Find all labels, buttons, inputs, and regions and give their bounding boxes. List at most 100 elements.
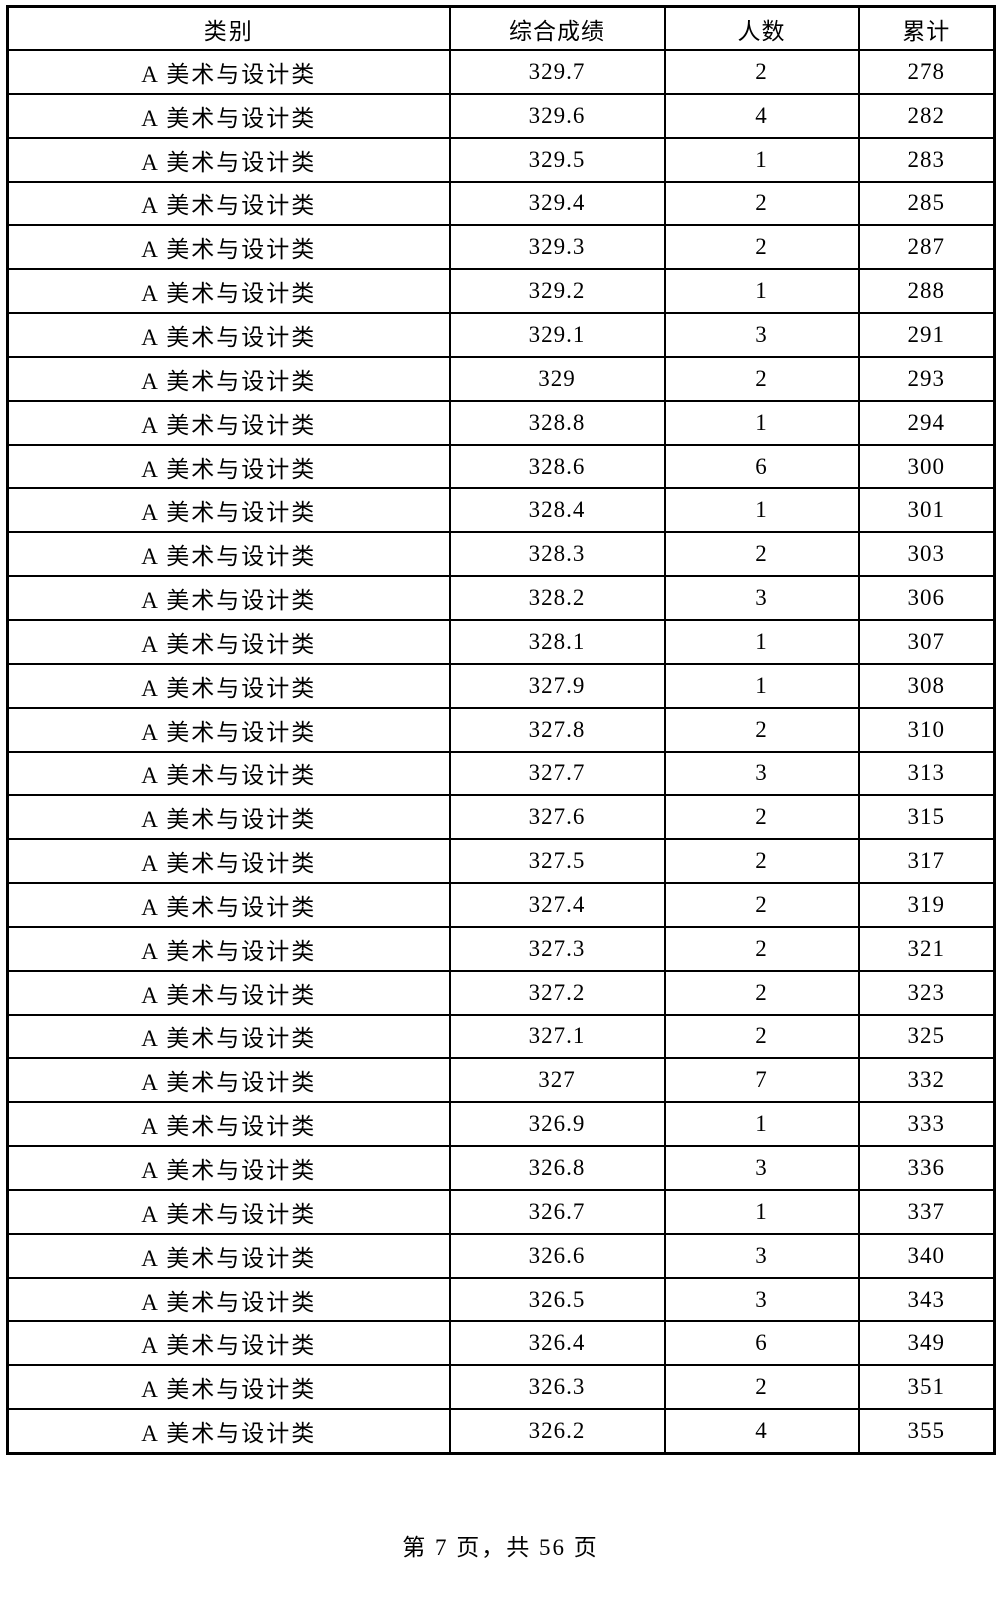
count-cell: 1 <box>663 1101 860 1148</box>
score-cell: 327.4 <box>448 882 666 928</box>
score-cell: 329.7 <box>448 49 666 95</box>
cumulative-cell: 288 <box>857 268 996 315</box>
category-cell: A 美术与设计类 <box>6 1408 451 1455</box>
table-row: A 美术与设计类 327.5 2 317 <box>6 838 996 885</box>
score-cell: 326.2 <box>448 1408 666 1455</box>
count-cell: 1 <box>663 268 860 315</box>
score-cell: 327.8 <box>448 706 666 753</box>
score-cell: 327.7 <box>448 750 666 797</box>
score-cell: 329.6 <box>448 92 666 139</box>
table-row: A 美术与设计类 327 7 332 <box>6 1057 996 1104</box>
column-header-cumulative: 累计 <box>857 5 996 51</box>
category-cell: A 美术与设计类 <box>6 443 451 490</box>
cumulative-cell: 287 <box>857 224 996 271</box>
cumulative-cell: 300 <box>857 443 996 490</box>
count-cell: 3 <box>663 750 860 797</box>
cumulative-cell: 306 <box>857 575 996 621</box>
count-cell: 2 <box>663 969 860 1016</box>
table-row: A 美术与设计类 326.4 6 349 <box>6 1320 996 1367</box>
score-cell: 329.2 <box>448 268 666 315</box>
category-cell: A 美术与设计类 <box>6 224 451 271</box>
count-cell: 2 <box>663 49 860 95</box>
category-cell: A 美术与设计类 <box>6 1232 451 1279</box>
table-row: A 美术与设计类 329.2 1 288 <box>6 268 996 315</box>
table-row: A 美术与设计类 327.1 2 325 <box>6 1013 996 1060</box>
count-cell: 1 <box>663 1188 860 1235</box>
table-row: A 美术与设计类 328.1 1 307 <box>6 618 996 665</box>
cumulative-cell: 355 <box>857 1408 996 1455</box>
score-cell: 329.4 <box>448 180 666 227</box>
table-row: A 美术与设计类 326.6 3 340 <box>6 1232 996 1279</box>
cumulative-cell: 340 <box>857 1232 996 1279</box>
table-row: A 美术与设计类 326.2 4 355 <box>6 1408 996 1455</box>
cumulative-cell: 310 <box>857 706 996 753</box>
count-cell: 2 <box>663 706 860 753</box>
score-cell: 328.2 <box>448 575 666 621</box>
category-cell: A 美术与设计类 <box>6 49 451 95</box>
score-cell: 326.7 <box>448 1188 666 1235</box>
cumulative-cell: 323 <box>857 969 996 1016</box>
cumulative-cell: 321 <box>857 925 996 972</box>
count-cell: 3 <box>663 575 860 621</box>
count-cell: 2 <box>663 355 860 402</box>
count-cell: 1 <box>663 136 860 183</box>
category-cell: A 美术与设计类 <box>6 1320 451 1367</box>
count-cell: 2 <box>663 882 860 928</box>
table-row: A 美术与设计类 329.1 3 291 <box>6 312 996 358</box>
count-cell: 2 <box>663 838 860 885</box>
score-cell: 329 <box>448 355 666 402</box>
category-cell: A 美术与设计类 <box>6 399 451 446</box>
cumulative-cell: 343 <box>857 1276 996 1323</box>
count-cell: 3 <box>663 312 860 358</box>
score-cell: 328.3 <box>448 531 666 578</box>
count-cell: 6 <box>663 443 860 490</box>
score-cell: 326.3 <box>448 1364 666 1411</box>
category-cell: A 美术与设计类 <box>6 312 451 358</box>
table-row: A 美术与设计类 328.8 1 294 <box>6 399 996 446</box>
cumulative-cell: 308 <box>857 662 996 709</box>
category-cell: A 美术与设计类 <box>6 838 451 885</box>
category-cell: A 美术与设计类 <box>6 1276 451 1323</box>
cumulative-cell: 315 <box>857 794 996 841</box>
table-row: A 美术与设计类 327.9 1 308 <box>6 662 996 709</box>
cumulative-cell: 293 <box>857 355 996 402</box>
category-cell: A 美术与设计类 <box>6 180 451 227</box>
table-row: A 美术与设计类 326.9 1 333 <box>6 1101 996 1148</box>
table-row: A 美术与设计类 326.8 3 336 <box>6 1145 996 1191</box>
category-cell: A 美术与设计类 <box>6 268 451 315</box>
category-cell: A 美术与设计类 <box>6 136 451 183</box>
score-cell: 329.1 <box>448 312 666 358</box>
table-row: A 美术与设计类 329.7 2 278 <box>6 49 996 95</box>
category-cell: A 美术与设计类 <box>6 487 451 534</box>
cumulative-cell: 349 <box>857 1320 996 1367</box>
score-cell: 327.1 <box>448 1013 666 1060</box>
cumulative-cell: 337 <box>857 1188 996 1235</box>
score-cell: 327.2 <box>448 969 666 1016</box>
count-cell: 3 <box>663 1232 860 1279</box>
score-table-body: A 美术与设计类 329.7 2 278 A 美术与设计类 329.6 4 282 A 美术与设… <box>6 49 996 1455</box>
count-cell: 2 <box>663 531 860 578</box>
table-row: A 美术与设计类 328.6 6 300 <box>6 443 996 490</box>
table-row: A 美术与设计类 327.2 2 323 <box>6 969 996 1016</box>
cumulative-cell: 319 <box>857 882 996 928</box>
category-cell: A 美术与设计类 <box>6 92 451 139</box>
cumulative-cell: 351 <box>857 1364 996 1411</box>
category-cell: A 美术与设计类 <box>6 794 451 841</box>
category-cell: A 美术与设计类 <box>6 1013 451 1060</box>
column-header-count: 人数 <box>663 5 860 51</box>
table-row: A 美术与设计类 329 2 293 <box>6 355 996 402</box>
cumulative-cell: 336 <box>857 1145 996 1191</box>
table-row: A 美术与设计类 327.4 2 319 <box>6 882 996 928</box>
cumulative-cell: 307 <box>857 618 996 665</box>
column-header-composite-score: 综合成绩 <box>448 5 666 51</box>
table-row: A 美术与设计类 329.3 2 287 <box>6 224 996 271</box>
count-cell: 2 <box>663 180 860 227</box>
count-cell: 1 <box>663 662 860 709</box>
cumulative-cell: 332 <box>857 1057 996 1104</box>
cumulative-cell: 294 <box>857 399 996 446</box>
category-cell: A 美术与设计类 <box>6 969 451 1016</box>
count-cell: 2 <box>663 925 860 972</box>
cumulative-cell: 317 <box>857 838 996 885</box>
count-cell: 2 <box>663 1364 860 1411</box>
